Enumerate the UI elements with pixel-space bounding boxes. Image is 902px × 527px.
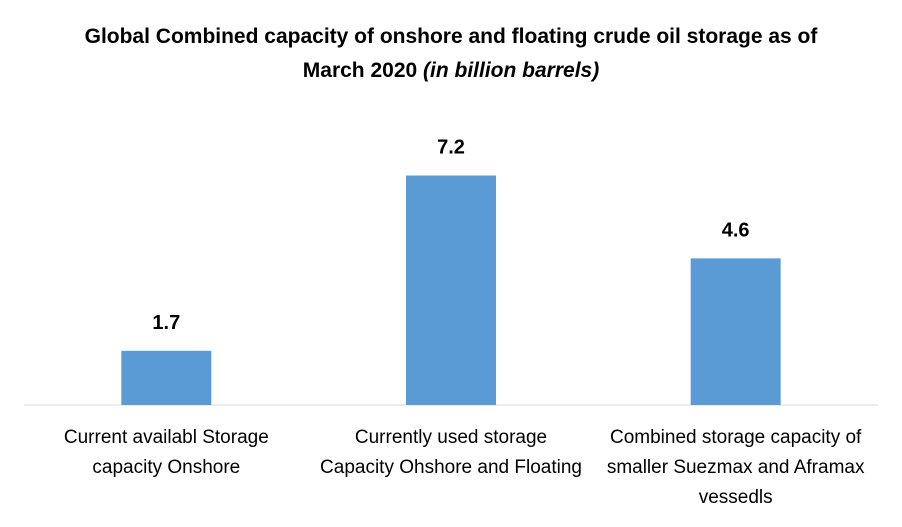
bar — [121, 350, 212, 405]
chart-title: Global Combined capacity of onshore and … — [84, 25, 818, 82]
bar — [406, 175, 496, 405]
x-tick-label: Current availabl Storage capacity Onshor… — [63, 427, 269, 478]
x-tick-label: Combined storage capacity of smaller Sue… — [606, 427, 865, 508]
bar — [690, 258, 781, 405]
chart-title-unit: (in billion barrels) — [423, 59, 600, 82]
chart-title-block: Global Combined capacity of onshore and … — [61, 20, 841, 88]
value-label: 7.2 — [437, 137, 465, 159]
value-label: 4.6 — [722, 219, 750, 241]
value-label: 1.7 — [152, 312, 180, 334]
x-tick-label: Currently used storage Capacity Ohshore … — [320, 427, 582, 478]
